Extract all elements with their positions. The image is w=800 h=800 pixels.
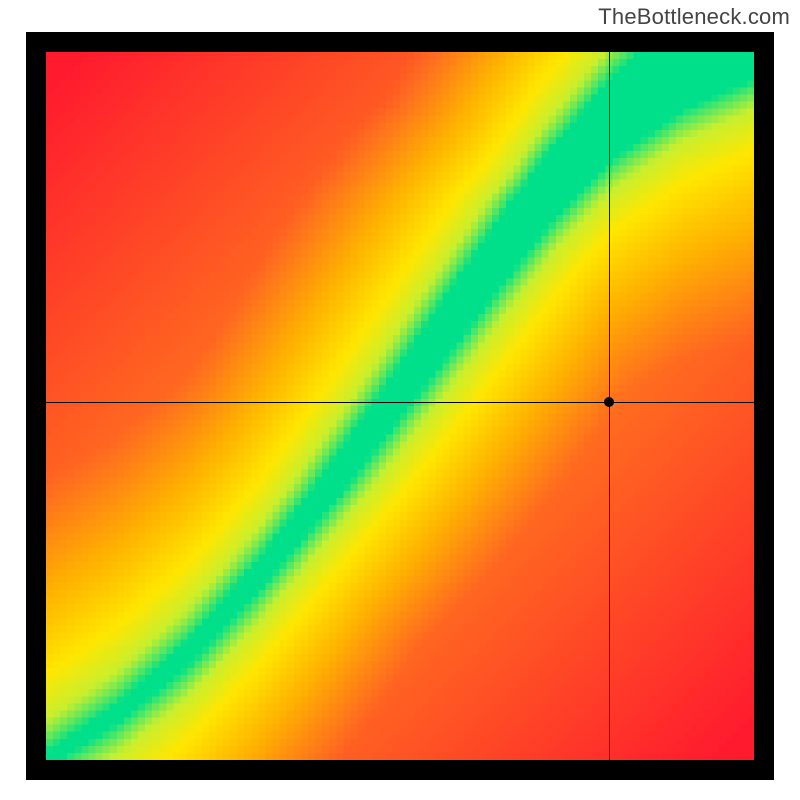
crosshair-marker (604, 397, 614, 407)
chart-frame (26, 32, 774, 780)
watermark-text: TheBottleneck.com (598, 4, 790, 30)
heatmap-plot (46, 52, 754, 760)
heatmap-canvas (46, 52, 754, 760)
crosshair-horizontal (46, 402, 754, 403)
